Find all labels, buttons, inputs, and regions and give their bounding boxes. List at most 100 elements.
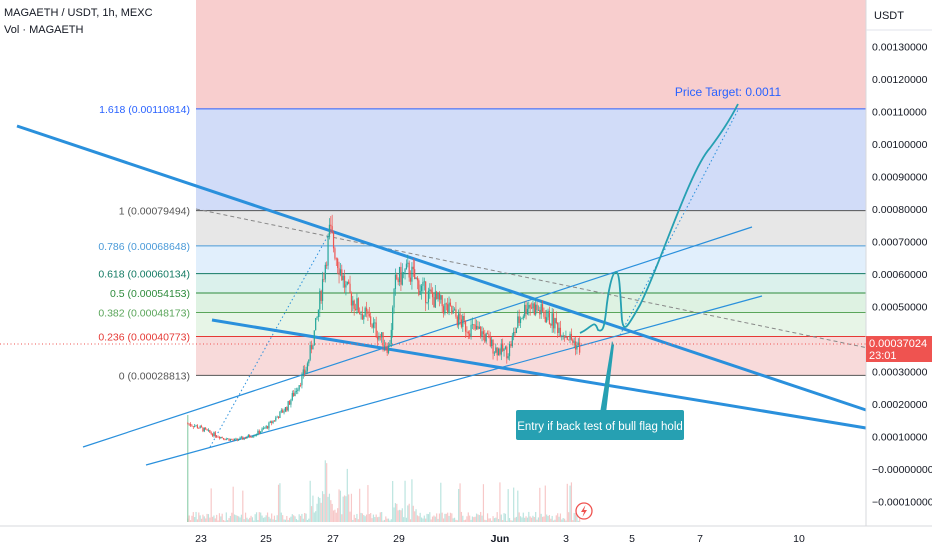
candle-body <box>271 421 273 423</box>
volume-bar <box>295 518 298 522</box>
candle-body <box>319 290 321 310</box>
volume-bar <box>225 512 227 522</box>
fib-label-4: 0.5 (0.00054153) <box>110 288 190 300</box>
candle-body <box>496 347 498 356</box>
volume-bar <box>515 516 518 522</box>
candle-body <box>331 226 333 233</box>
volume-bar <box>198 512 200 522</box>
volume-bar <box>513 487 515 522</box>
volume-bar <box>224 520 226 522</box>
candle-body <box>404 269 406 273</box>
candle-body <box>305 370 307 374</box>
candle-body <box>484 334 486 342</box>
volume-bar <box>419 512 421 522</box>
volume-bar <box>349 511 351 522</box>
volume-bar <box>440 482 442 522</box>
candle-body <box>460 319 463 327</box>
volume-bar <box>244 512 247 522</box>
volume-bar <box>242 490 244 522</box>
volume-bar <box>342 496 344 522</box>
candle-body <box>286 407 288 411</box>
volume-bar <box>569 485 571 522</box>
candle-body <box>441 295 443 307</box>
volume-bar <box>221 513 223 522</box>
candle-body <box>192 426 194 428</box>
candle-body <box>378 336 380 340</box>
candle-body <box>348 281 350 284</box>
volume-bar <box>262 517 265 522</box>
volume-bar <box>280 512 282 522</box>
volume-bar <box>480 511 482 522</box>
candle-body <box>478 326 480 329</box>
candle-body <box>541 304 544 312</box>
time-axis-panel[interactable] <box>0 526 932 550</box>
volume-bar <box>268 516 270 522</box>
volume-bar <box>398 509 401 522</box>
candle-body <box>528 304 530 309</box>
fib-zones <box>196 0 866 376</box>
volume-bar <box>449 512 452 522</box>
candle-body <box>382 332 384 347</box>
volume-bar <box>227 520 229 522</box>
volume-bar <box>403 517 405 522</box>
volume-bar <box>486 513 489 522</box>
volume-bar <box>396 503 398 522</box>
fib-label-1: 1 (0.00079494) <box>119 206 190 218</box>
price-axis-panel[interactable] <box>866 0 932 550</box>
candle-body <box>414 269 416 280</box>
volume-bar <box>400 510 402 522</box>
volume-bar <box>220 516 222 522</box>
fib-label-5: 0.382 (0.00048173) <box>98 307 190 319</box>
candle-body <box>397 279 399 283</box>
volume-bar <box>381 512 383 522</box>
x-tick-label-5: 3 <box>563 533 569 545</box>
volume-bar <box>447 512 449 522</box>
lightning-icon <box>581 505 587 517</box>
candle-body <box>341 269 343 281</box>
x-tick-label-3: 29 <box>393 533 405 545</box>
candle-body <box>514 331 516 333</box>
volume-bar <box>218 513 221 522</box>
volume-bar <box>470 519 472 522</box>
volume-indicator-label: Vol · MAGAETH <box>4 24 84 36</box>
candle-body <box>365 307 368 312</box>
y-axis-ticks: 0.00130000 0.00120000 0.00110000 0.00100000… <box>872 42 932 509</box>
candle-body <box>312 345 314 350</box>
candle-body <box>290 399 292 405</box>
candle-body <box>485 333 487 342</box>
candle-body <box>220 436 222 439</box>
candle-body <box>562 335 564 337</box>
volume-bar <box>423 515 425 522</box>
fib-label-7: 0 (0.00028813) <box>119 370 190 382</box>
candle-body <box>493 352 496 354</box>
volume-bar <box>563 518 566 522</box>
volume-bar <box>269 518 271 522</box>
volume-bar <box>448 515 450 522</box>
candle-body <box>386 347 388 353</box>
candle-body <box>374 322 376 324</box>
candle-body <box>288 401 291 405</box>
candle-body <box>440 295 442 300</box>
volume-bar <box>272 519 274 522</box>
candle-body <box>515 327 518 333</box>
thick-descending-resistance <box>16 124 867 412</box>
candle-body <box>536 304 538 310</box>
y-tick-label-2: 0.00110000 <box>872 107 927 119</box>
candle-body <box>448 302 450 312</box>
entry-callout-pointer <box>600 341 614 413</box>
candle-body <box>335 258 337 260</box>
volume-bar <box>387 518 390 522</box>
volume-bar <box>573 512 575 522</box>
candle-body <box>576 344 578 350</box>
volume-bar <box>214 518 216 522</box>
candle-body <box>458 313 460 326</box>
candle-body <box>225 438 227 440</box>
candle-body <box>469 333 471 337</box>
candle-body <box>543 311 545 317</box>
volume-bar <box>557 513 559 522</box>
volume-bar <box>433 515 435 522</box>
volume-bar <box>491 520 493 522</box>
candle-body <box>203 427 205 432</box>
candle-body <box>294 391 296 396</box>
